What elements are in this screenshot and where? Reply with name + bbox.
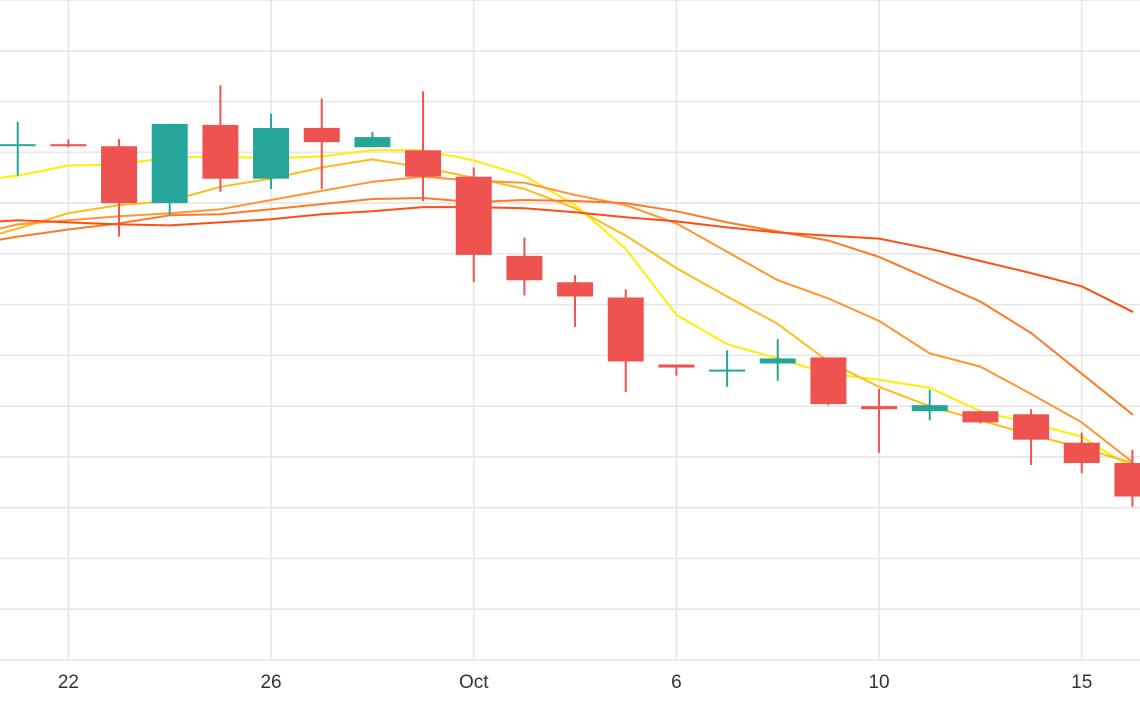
candle-body — [253, 127, 290, 179]
candle-down — [101, 139, 138, 237]
candle-down — [202, 85, 239, 192]
candle-body — [1063, 442, 1100, 464]
candle-body — [405, 150, 442, 177]
candle-body — [354, 137, 391, 148]
candle-down — [607, 289, 644, 392]
candle-down — [455, 167, 492, 283]
candle-up — [911, 389, 948, 421]
candle-body — [1114, 463, 1140, 497]
x-tick-label: 15 — [1071, 672, 1092, 693]
candle-up — [759, 339, 796, 381]
candle-down — [861, 388, 898, 453]
candle-up — [253, 113, 290, 189]
x-axis-ticks: 22 26 Oct 6 10 15 — [58, 672, 1092, 693]
candle-down — [658, 364, 695, 376]
x-tick-label: Oct — [459, 672, 489, 693]
candle-body — [0, 144, 36, 147]
candle-down — [303, 98, 340, 189]
x-tick-label: 26 — [260, 672, 281, 693]
vertical-gridlines — [67, 0, 1083, 660]
candle-body — [861, 406, 898, 410]
candle-body — [911, 405, 948, 412]
candle-down — [962, 411, 999, 424]
candle-down — [50, 139, 87, 148]
x-tick-label: 22 — [58, 672, 79, 693]
horizontal-gridlines — [0, 0, 1140, 661]
candle-body — [506, 255, 543, 281]
candle-down — [1114, 449, 1140, 507]
candle-down — [1013, 409, 1050, 466]
candle-down — [506, 237, 543, 296]
candlesticks — [0, 85, 1140, 507]
x-tick-label: 10 — [868, 672, 889, 693]
candle-body — [151, 123, 188, 204]
candle-up — [354, 132, 391, 148]
moving-average-line — [0, 197, 1134, 416]
moving-average-line — [0, 175, 1134, 463]
candle-body — [455, 176, 492, 255]
candle-body — [50, 144, 87, 147]
candle-body — [557, 282, 594, 297]
candle-body — [101, 146, 138, 204]
x-tick-label: 6 — [671, 672, 682, 693]
candle-up — [709, 350, 746, 387]
candle-down — [557, 275, 594, 327]
candle-body — [1013, 414, 1050, 440]
candle-down — [810, 357, 847, 406]
candle-body — [303, 127, 340, 143]
candle-body — [962, 411, 999, 423]
moving-average-line — [0, 206, 1134, 313]
candle-up — [0, 121, 36, 176]
candle-body — [607, 297, 644, 362]
candle-body — [810, 357, 847, 405]
candle-body — [658, 364, 695, 368]
candle-body — [709, 369, 746, 372]
candle-up — [151, 123, 188, 216]
candle-body — [202, 124, 239, 179]
candle-down — [405, 91, 442, 202]
candle-body — [759, 358, 796, 364]
candle-down — [1063, 432, 1100, 474]
